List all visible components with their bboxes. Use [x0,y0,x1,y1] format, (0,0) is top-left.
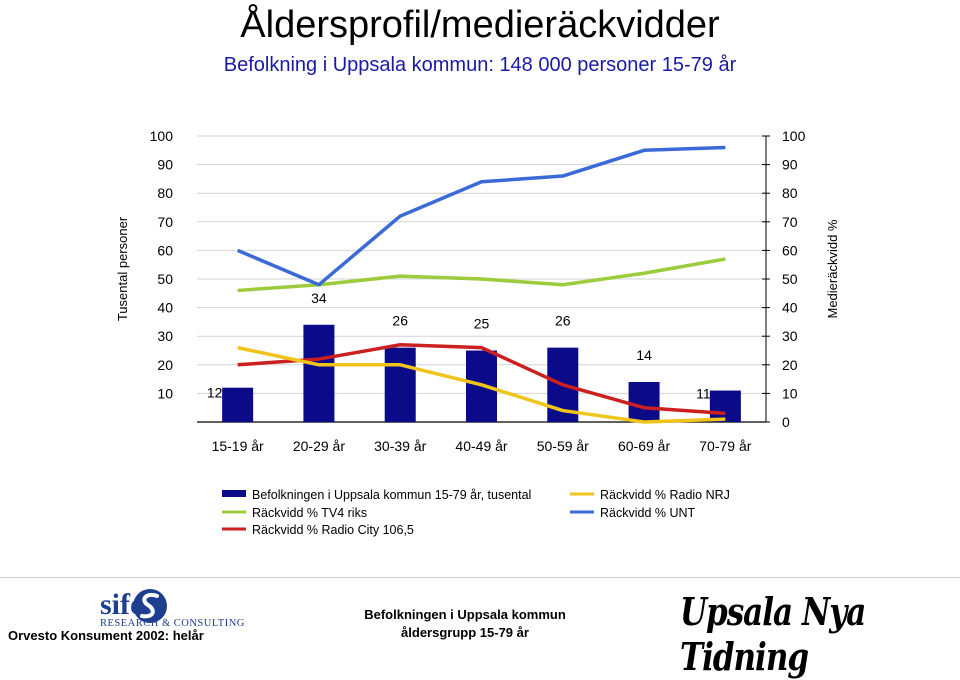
x-tick-label: 60-69 år [618,438,670,454]
left-tick-label: 20 [157,357,173,373]
source-note: Orvesto Konsument 2002: helår [8,628,204,643]
bar-value-label: 25 [474,316,490,332]
x-tick-label: 50-59 år [537,438,589,454]
legend-label: Räckvidd % UNT [600,506,696,520]
footer-caption-line-1: Befolkningen i Uppsala kommun [364,607,566,622]
series-line [236,145,726,287]
bar [222,387,254,422]
sifo-logo-subtext: RESEARCH & CONSULTING [100,618,245,629]
footer-divider [0,577,960,578]
left-tick-label: 10 [157,385,173,401]
right-tick-label: 20 [782,357,798,373]
left-tick-label: 60 [157,242,173,258]
sifo-logo-mark-icon [133,589,167,623]
bar-value-label: 34 [311,290,327,306]
right-tick-label: 100 [782,128,806,144]
right-tick-label: 60 [782,242,798,258]
series-line [237,257,726,293]
legend-label: Räckvidd % Radio City 106,5 [252,523,414,537]
x-tick-label: 40-49 år [455,438,507,454]
series-line [237,343,726,416]
right-tick-label: 50 [782,271,798,287]
left-tick-label: 80 [157,185,173,201]
left-tick-label: 50 [157,271,173,287]
bar-value-label: 26 [392,313,408,329]
left-tick-label: 40 [157,300,173,316]
footer-caption: Befolkningen i Uppsala kommun åldersgrup… [330,606,600,642]
bar-value-label: 26 [555,313,571,329]
combo-chart: 12 34 26 25 26 14 11 0 10 20 30 40 50 60 70 80 90 100 10 2… [115,128,840,537]
right-tick-label: 40 [782,300,798,316]
legend-label: Räckvidd % TV4 riks [252,506,367,520]
right-tick-label: 30 [782,328,798,344]
left-tick-label: 70 [157,214,173,230]
bar [628,381,660,422]
x-tick-label: 20-29 år [293,438,345,454]
footer-caption-line-2: åldersgrupp 15-79 år [401,625,529,640]
right-tick-label: 90 [782,157,798,173]
legend-swatch [222,490,246,497]
unt-newspaper-logo: Upsala Nya Tidning [680,590,866,680]
bar [303,324,335,422]
series-line [237,345,726,424]
bar [709,390,741,422]
right-tick-label: 0 [782,414,790,430]
left-tick-label: 90 [157,157,173,173]
left-tick-label: 30 [157,328,173,344]
bar [384,347,416,422]
left-axis-title: Tusental personer [115,216,130,321]
bar-value-label: 14 [636,347,652,363]
page-title: Åldersprofil/medieräckvidder [240,4,720,46]
left-tick-label: 100 [150,128,174,144]
right-tick-label: 10 [782,385,798,401]
legend-label: Befolkningen i Uppsala kommun 15-79 år, … [252,488,531,502]
bar-value-label: 11 [696,386,711,402]
page-subtitle: Befolkning i Uppsala kommun: 148 000 per… [223,54,737,76]
bar-value-label: 12 [207,385,223,401]
x-tick-label: 15-19 år [212,438,264,454]
right-tick-label: 80 [782,185,798,201]
x-tick-label: 30-39 år [374,438,426,454]
right-axis-title: Medieräckvidd % [825,219,840,318]
x-tick-label: 70-79 år [699,438,751,454]
sifo-logo-text: sifo [100,588,145,621]
legend-label: Räckvidd % Radio NRJ [600,488,730,502]
right-tick-label: 70 [782,214,798,230]
